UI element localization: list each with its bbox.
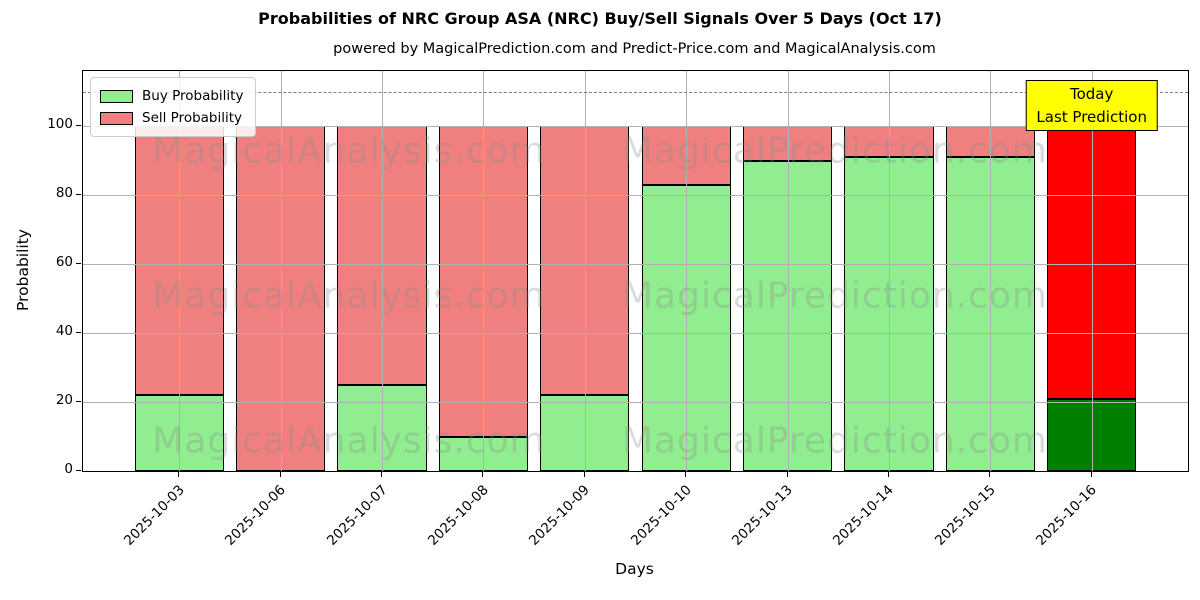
bar-segment-buy <box>134 395 224 471</box>
h-gridline <box>83 264 1188 266</box>
legend-entry-buy: Buy Probability <box>100 85 243 107</box>
v-gridline <box>280 71 282 471</box>
bar-segment-buy <box>1047 398 1137 471</box>
y-axis-label: Probability <box>14 229 32 311</box>
v-gridline <box>483 71 485 471</box>
today-annotation-line1: Today <box>1069 85 1114 103</box>
today-annotation: Today Last Prediction <box>1025 80 1158 131</box>
x-tick-label: 2025-10-15 <box>931 482 999 549</box>
v-gridline <box>990 71 992 471</box>
y-tick-label: 100 <box>47 116 73 133</box>
x-tick-mark <box>685 471 687 477</box>
x-tick-label: 2025-10-16 <box>1033 482 1101 549</box>
x-tick-label: 2025-10-07 <box>323 482 391 549</box>
y-tick-label: 80 <box>55 185 73 202</box>
legend-entry-sell: Sell Probability <box>100 107 243 129</box>
today-annotation-line2: Last Prediction <box>1036 107 1147 126</box>
h-gridline <box>83 195 1188 197</box>
v-gridline <box>382 71 384 471</box>
chart-title: Probabilities of NRC Group ASA (NRC) Buy… <box>258 9 942 28</box>
v-gridline <box>179 71 181 471</box>
y-tick-mark <box>76 194 81 196</box>
x-tick-mark <box>583 471 585 477</box>
x-tick-mark <box>381 471 383 477</box>
x-tick-mark <box>1090 471 1092 477</box>
legend-label-buy: Buy Probability <box>142 88 244 104</box>
x-tick-mark <box>989 471 991 477</box>
y-tick-mark <box>76 263 81 265</box>
y-tick-mark <box>76 401 81 403</box>
x-tick-mark <box>178 471 180 477</box>
bar-segment-buy <box>742 160 833 471</box>
chart-subtitle: powered by MagicalPrediction.com and Pre… <box>333 41 936 57</box>
bar-segment-buy <box>945 157 1035 471</box>
v-gridline <box>787 71 789 471</box>
y-tick-label: 40 <box>55 323 73 340</box>
h-gridline <box>83 402 1188 404</box>
legend: Buy Probability Sell Probability <box>90 77 257 137</box>
bar-segment-sell <box>1047 126 1137 399</box>
y-tick-mark <box>76 125 81 127</box>
y-tick-mark <box>76 332 81 334</box>
legend-label-sell: Sell Probability <box>142 110 243 126</box>
buy-swatch-icon <box>100 89 133 103</box>
bar-segment-buy <box>641 184 731 471</box>
bar-segment-sell <box>641 126 731 185</box>
x-tick-label: 2025-10-10 <box>627 482 695 549</box>
x-tick-label: 2025-10-09 <box>526 482 594 549</box>
h-gridline <box>83 333 1188 335</box>
bar-segment-sell <box>945 126 1035 158</box>
x-tick-label: 2025-10-14 <box>830 482 898 549</box>
x-tick-label: 2025-10-08 <box>424 482 492 549</box>
y-tick-label: 20 <box>55 392 73 409</box>
x-tick-mark <box>482 471 484 477</box>
bar-segment-sell <box>236 126 326 471</box>
threshold-dashed-line <box>83 91 1188 93</box>
x-tick-mark <box>786 471 788 477</box>
plot-area: MagicalAnalysis.com MagicalPrediction.com… <box>82 70 1189 472</box>
x-tick-label: 2025-10-13 <box>729 482 796 549</box>
v-gridline <box>584 71 586 471</box>
x-tick-mark <box>887 471 889 477</box>
sell-swatch-icon <box>100 111 133 125</box>
v-gridline <box>1091 71 1093 471</box>
y-tick-label: 60 <box>55 254 73 271</box>
x-tick-label: 2025-10-06 <box>222 482 290 549</box>
x-tick-label: 2025-10-03 <box>120 482 188 549</box>
bar-segment-buy <box>844 157 934 471</box>
x-axis-label: Days <box>615 560 654 578</box>
x-tick-mark <box>279 471 281 477</box>
h-gridline <box>83 126 1188 128</box>
y-tick-label: 0 <box>64 461 73 477</box>
v-gridline <box>686 71 688 471</box>
v-gridline <box>888 71 890 471</box>
y-tick-mark <box>76 470 81 471</box>
